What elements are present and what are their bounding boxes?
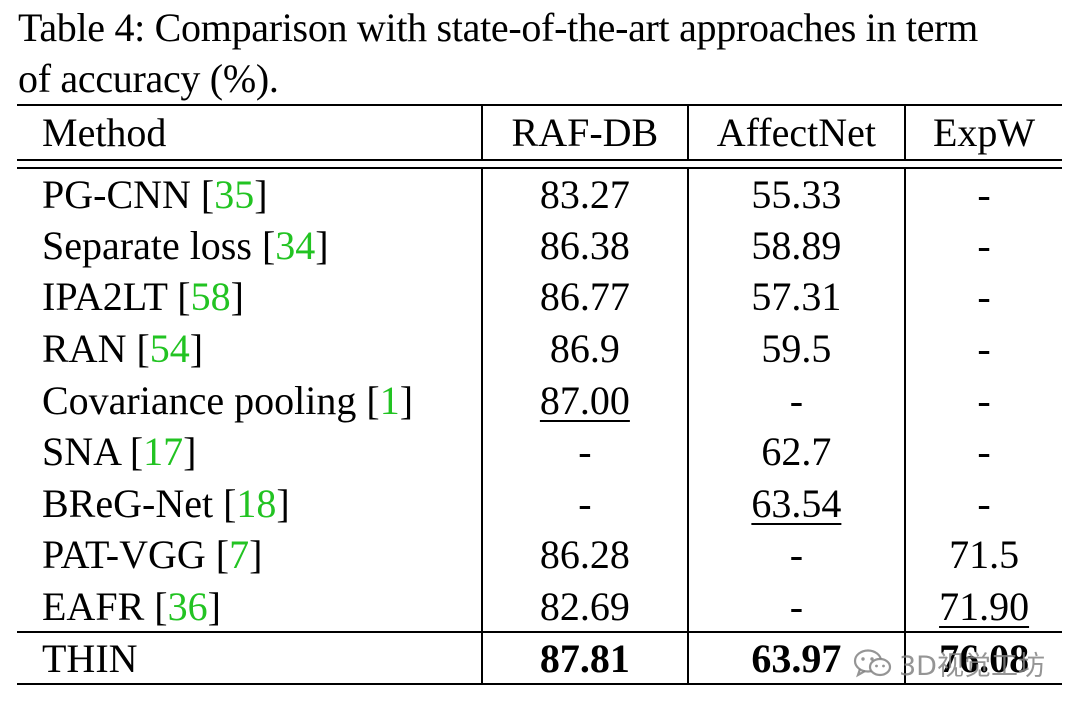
method-name: RAN xyxy=(42,326,127,372)
affectnet-value: 57.31 xyxy=(686,271,906,323)
comparison-table: Method RAF-DB AffectNet ExpW PG-CNN [35]… xyxy=(17,104,1062,686)
table-row: Covariance pooling [1] 87.00 - - xyxy=(17,374,1062,426)
raf-db-value: - xyxy=(481,477,688,530)
caption-line-1: Table 4: Comparison with state-of-the-ar… xyxy=(18,5,978,50)
header-row: Method RAF-DB AffectNet ExpW xyxy=(17,104,1062,161)
raf-db-value: 86.28 xyxy=(481,529,688,581)
raf-db-value: 86.38 xyxy=(481,219,688,272)
method-name: PAT-VGG xyxy=(42,532,206,578)
expw-value: 71.5 xyxy=(904,529,1062,581)
method-name: IPA2LT xyxy=(42,274,168,320)
expw-value: 71.90 xyxy=(904,580,1062,633)
raf-db-value: 82.69 xyxy=(481,580,688,633)
citation-link[interactable]: 7 xyxy=(229,532,250,578)
method-cell: PG-CNN [35] xyxy=(17,167,483,220)
table-caption: Table 4: Comparison with state-of-the-ar… xyxy=(18,2,1058,104)
citation-link[interactable]: 36 xyxy=(167,583,208,629)
raf-db-value: 87.00 xyxy=(481,374,688,426)
method-cell: SNA [17] xyxy=(42,429,197,475)
citation-link[interactable]: 17 xyxy=(143,429,184,475)
raf-db-value: 86.9 xyxy=(481,322,688,375)
expw-value: - xyxy=(904,167,1062,220)
affectnet-value: 55.33 xyxy=(686,167,906,220)
affectnet-value: - xyxy=(686,529,906,581)
second-best-value: 63.54 xyxy=(751,480,842,526)
affectnet-value: - xyxy=(686,374,906,426)
expw-value: - xyxy=(904,271,1062,323)
table-row: RAN [54] 86.9 59.5 - xyxy=(17,322,1062,375)
table-row: EAFR [36] 82.69 - 71.90 xyxy=(17,580,1062,633)
citation-link[interactable]: 58 xyxy=(190,274,231,320)
citation-link[interactable]: 1 xyxy=(379,377,400,423)
header-method: Method xyxy=(17,104,483,161)
table-row: PAT-VGG [7] 86.28 - 71.5 xyxy=(17,529,1062,581)
affectnet-value: - xyxy=(686,580,906,633)
method-name: BReG-Net xyxy=(42,480,214,526)
second-best-value: 87.00 xyxy=(539,377,630,423)
method-name: PG-CNN xyxy=(42,171,191,217)
raf-db-best-value: 87.81 xyxy=(481,631,688,686)
affectnet-value: 58.89 xyxy=(686,219,906,272)
expw-value: - xyxy=(904,477,1062,530)
method-cell: RAN [54] xyxy=(42,326,204,372)
method-cell: EAFR [36] xyxy=(42,583,221,629)
affectnet-value: 63.54 xyxy=(686,477,906,530)
expw-best-value: 76.08 xyxy=(904,631,1062,686)
citation-link[interactable]: 54 xyxy=(149,326,190,372)
proposed-method-row: THIN 87.81 63.97 76.08 xyxy=(17,631,1062,686)
citation-link[interactable]: 35 xyxy=(214,171,255,217)
table-row: BReG-Net [18] - 63.54 - xyxy=(17,477,1062,530)
raf-db-value: - xyxy=(481,425,688,478)
method-name: EAFR xyxy=(42,583,145,629)
caption-line-2: of accuracy (%). xyxy=(18,56,279,101)
header-raf-db: RAF-DB xyxy=(481,104,688,161)
citation-link[interactable]: 18 xyxy=(236,480,277,526)
affectnet-value: 62.7 xyxy=(686,425,906,478)
affectnet-value: 59.5 xyxy=(686,322,906,375)
expw-value: - xyxy=(904,425,1062,478)
method-cell: IPA2LT [58] xyxy=(42,274,244,320)
table-row: Separate loss [34] 86.38 58.89 - xyxy=(17,219,1062,272)
table-row: IPA2LT [58] 86.77 57.31 - xyxy=(17,271,1062,323)
header-affectnet: AffectNet xyxy=(686,104,906,161)
raf-db-value: 86.77 xyxy=(481,271,688,323)
expw-value: - xyxy=(904,374,1062,426)
header-expw: ExpW xyxy=(904,104,1062,161)
raf-db-value: 83.27 xyxy=(481,167,688,220)
expw-value: - xyxy=(904,322,1062,375)
table-row: SNA [17] - 62.7 - xyxy=(17,425,1062,478)
method-cell: BReG-Net [18] xyxy=(42,480,290,526)
method-cell: Separate loss [34] xyxy=(42,222,329,268)
method-name: THIN xyxy=(17,631,483,686)
citation-link[interactable]: 34 xyxy=(275,222,316,268)
method-name: SNA xyxy=(42,429,120,475)
method-cell: Covariance pooling [1] xyxy=(42,377,414,423)
table-row: PG-CNN [35] 83.27 55.33 - xyxy=(17,167,1062,220)
method-cell: PAT-VGG [7] xyxy=(42,532,263,578)
expw-value: - xyxy=(904,219,1062,272)
method-name: Separate loss xyxy=(42,222,252,268)
second-best-value: 71.90 xyxy=(939,583,1030,629)
affectnet-best-value: 63.97 xyxy=(686,631,906,686)
method-name: Covariance pooling xyxy=(42,377,357,423)
